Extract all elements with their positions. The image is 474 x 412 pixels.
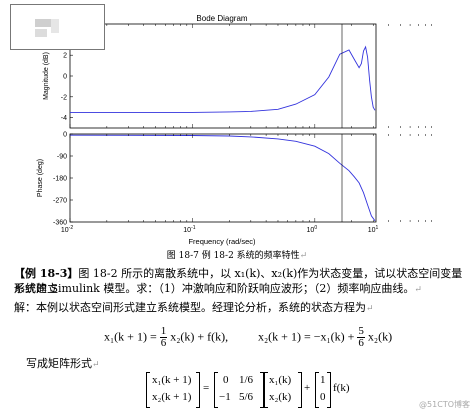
frequency-xlabel: Frequency (rad/sec): [188, 237, 256, 246]
phase-tick-label: -360: [53, 220, 67, 227]
magnitude-axes: [69, 23, 377, 129]
return-mark: ↵: [92, 360, 100, 370]
magnitude-ylabel: Magnitude (dB): [43, 52, 50, 100]
watermark: @51CTO博客: [419, 400, 470, 409]
tick-exponent: -2: [69, 225, 74, 231]
magnitude-curve: [70, 45, 376, 113]
magnitude-tick-label: -4: [61, 115, 67, 122]
a-entry: 5/6: [239, 391, 254, 403]
return-mark: ↵: [414, 285, 422, 295]
a-entry: 1/6: [239, 374, 254, 386]
figure-caption-text: 图 18-7 例 18-2 系统的频率特性: [166, 251, 300, 261]
equals-sign: =: [203, 382, 210, 394]
magnitude-tick-label: 2: [63, 53, 67, 60]
tick-exponent: 0: [314, 225, 317, 231]
tick-base: 10: [368, 227, 376, 234]
phase-tick-label: -180: [53, 176, 67, 183]
redacted-block: [35, 29, 47, 37]
eq1-denominator: 6: [160, 337, 167, 349]
example-text-2: 系统的 Simulink 模型。求：（1）冲激响应和阶跃响应波形；（2）频率响应…: [14, 282, 415, 295]
frequency-tick-label: 10-2: [61, 225, 73, 234]
eq2-rhs: x₂(k): [367, 329, 393, 344]
a-matrix: 0 1/6 −1 5/6: [214, 372, 264, 408]
example-line-3: 解：本例以状态空间形式建立系统模型。经理论分析，系统的状态方程为↵: [14, 300, 464, 317]
bode-diagram: Bode Diagram 420-2-4 Magnitude (dB) 0-90…: [37, 14, 432, 246]
example-line-1: 【例 18-3】图 18-2 所示的离散系统中，以 x₁(k)、x₂(k)作为状…: [14, 266, 464, 296]
phase-tick-label: 0: [63, 132, 67, 139]
example-text-1: 图 18-2 所示的离散系统中，以 x₁(k)、x₂(k)作为状态变量，试以状态…: [14, 267, 463, 295]
eq1-rhs: x₂(k) + f(k),: [170, 329, 229, 344]
figure-caption: 图 18-7 例 18-2 系统的频率特性↵: [0, 248, 474, 261]
frequency-tick-label: 100: [307, 225, 318, 234]
matrix-intro: 写成矩阵形式↵: [26, 356, 474, 373]
bode-title: Bode Diagram: [196, 14, 247, 23]
tick-exponent: 1: [376, 225, 379, 231]
frequency-tick-label: 10-1: [183, 225, 195, 234]
eq2-lhs: x₂(k + 1) = −x₁(k) +: [258, 329, 355, 344]
example-text-3: 解：本例以状态空间形式建立系统模型。经理论分析，系统的状态方程为: [14, 301, 366, 314]
a-entry: −1: [219, 391, 231, 403]
return-mark: ↵: [366, 304, 374, 314]
redacted-block: [35, 19, 51, 27]
matrix-intro-text: 写成矩阵形式: [26, 357, 92, 370]
x-vector: x₁(k) x₂(k): [264, 372, 302, 408]
x-entry: x₂(k): [269, 391, 292, 403]
a-entry: 0: [223, 374, 229, 386]
tick-base: 10: [61, 227, 69, 234]
tick-base: 10: [307, 227, 315, 234]
magnitude-tick-label: -2: [61, 94, 67, 101]
lhs-entry: x₂(k + 1): [152, 391, 192, 403]
frequency-ticks: 10-2 10-1 100 101: [61, 24, 432, 234]
eq1-lhs: x₁(k + 1) =: [104, 329, 157, 344]
phase-tick-label: -270: [53, 198, 67, 205]
phase-axes: [69, 133, 377, 223]
b-vector: 1 0: [315, 372, 331, 408]
eq2-denominator: 6: [358, 337, 364, 349]
input-fk: f(k): [333, 382, 350, 394]
phase-tick-label: -90: [57, 154, 67, 161]
redacted-block: [51, 19, 59, 33]
return-mark: ↵: [299, 251, 308, 261]
lhs-vector: x₁(k + 1) x₂(k + 1): [146, 372, 200, 408]
lhs-entry: x₁(k + 1): [152, 374, 192, 386]
phase-curve: [69, 134, 376, 222]
x-entry: x₁(k): [269, 374, 292, 386]
tick-base: 10: [183, 227, 191, 234]
plus-sign: +: [304, 382, 311, 394]
tick-exponent: -1: [191, 225, 196, 231]
eq2-numerator: 5: [357, 325, 365, 338]
magnitude-tick-label: 0: [63, 74, 67, 81]
phase-ylabel: Phase (deg): [37, 159, 44, 197]
b-entry: 1: [320, 374, 326, 386]
eq1-numerator: 1: [159, 325, 168, 338]
phase-ticks: 0 -90 -180 -270 -360: [53, 132, 73, 227]
redacted-legend-box: [10, 4, 105, 50]
b-entry: 0: [320, 391, 326, 403]
frequency-tick-label: 101: [368, 225, 379, 234]
example-line-2: 系统的 Simulink 模型。求：（1）冲激响应和阶跃响应波形；（2）频率响应…: [14, 281, 464, 298]
example-label: 【例 18-3】: [14, 267, 79, 280]
